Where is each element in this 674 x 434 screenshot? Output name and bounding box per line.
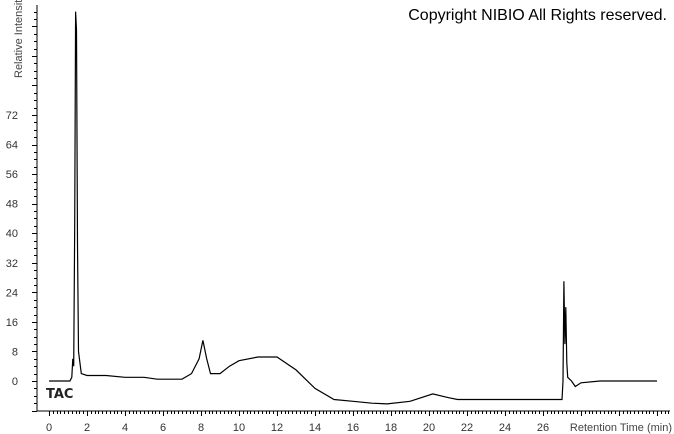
y-tick-label: 56 — [6, 169, 18, 181]
y-tick-label: 32 — [6, 258, 18, 270]
trace-label: TAC — [46, 387, 73, 402]
x-tick-label: 6 — [160, 422, 166, 434]
x-tick-label: 26 — [537, 422, 549, 434]
y-axis-label: Relative Intensity — [13, 0, 25, 78]
x-tick-label: 8 — [198, 422, 204, 434]
y-tick-label: 24 — [6, 287, 18, 299]
x-tick-label: 0 — [46, 422, 52, 434]
y-tick-label: 16 — [6, 317, 18, 329]
copyright-text: Copyright NIBIO All Rights reserved. — [408, 7, 667, 24]
tac-trace-line — [49, 11, 657, 405]
y-tick-label: 64 — [6, 140, 18, 152]
x-tick-label: 24 — [499, 422, 511, 434]
x-axis-label: Retention Time (min) — [570, 422, 672, 434]
x-tick-label: 4 — [122, 422, 128, 434]
x-tick-label: 12 — [271, 422, 283, 434]
x-tick-label: 10 — [233, 422, 245, 434]
y-tick-label: 48 — [6, 199, 18, 211]
y-tick-label: 0 — [12, 376, 18, 388]
y-tick-label: 8 — [12, 346, 18, 358]
x-tick-label: 18 — [385, 422, 397, 434]
y-tick-label: 72 — [6, 110, 18, 122]
y-tick-label: 40 — [6, 228, 18, 240]
x-tick-label: 14 — [309, 422, 321, 434]
x-tick-label: 20 — [423, 422, 435, 434]
x-tick-label: 22 — [461, 422, 473, 434]
x-tick-label: 2 — [84, 422, 90, 434]
x-tick-label: 16 — [347, 422, 359, 434]
